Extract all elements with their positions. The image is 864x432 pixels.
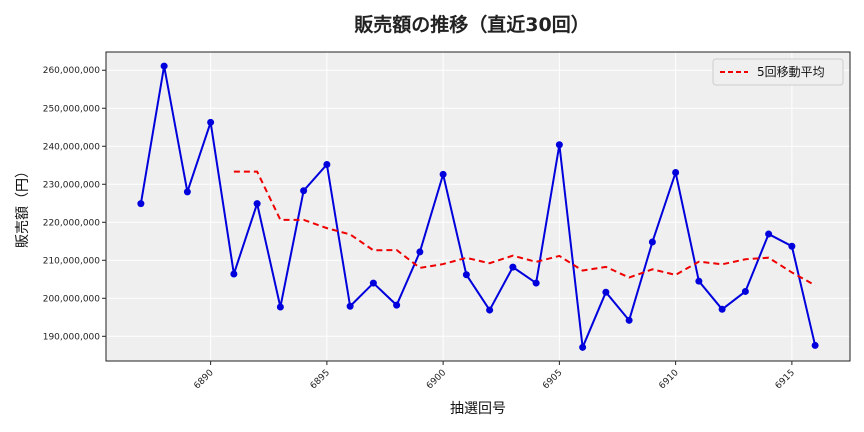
data-point [416,248,424,256]
series-lines [137,62,819,352]
y-tick-label: 230,000,000 [43,180,101,190]
data-point [369,279,377,287]
data-point [625,316,633,324]
y-tick-label: 220,000,000 [43,218,101,228]
data-point [346,302,354,310]
chart-title: 販売額の推移（直近30回） [354,13,589,36]
data-point [602,288,610,296]
x-tick-label: 6915 [774,368,797,391]
legend-label: 5回移動平均 [757,65,825,79]
data-point [811,341,819,349]
y-tick-label: 260,000,000 [43,66,101,76]
y-tick-label: 240,000,000 [43,142,101,152]
data-point [137,200,145,208]
data-point [160,62,168,70]
y-axis-label: 販売額（円） [15,164,31,248]
data-point [323,161,331,169]
data-point [253,200,261,208]
data-point [207,118,215,126]
data-point [509,263,517,271]
data-point [672,168,680,176]
x-axis-ticks: 6890 6895 6900 6905 6910 6915 [192,361,797,391]
moving-average-line [233,170,816,287]
data-point [718,305,726,313]
data-point [648,238,656,246]
plot-frame [105,51,851,362]
data-point [393,301,401,309]
y-tick-label: 210,000,000 [43,256,101,266]
data-point [765,230,773,238]
plot-area [106,52,850,361]
x-tick-label: 6890 [192,368,215,391]
y-tick-label: 190,000,000 [43,332,101,342]
data-point [486,306,494,314]
data-point [555,141,563,149]
y-axis-ticks: 190,000,000 200,000,000 210,000,000 220,000… [43,66,106,342]
x-tick-label: 6895 [309,368,332,391]
data-point [579,343,587,351]
x-tick-label: 6910 [657,368,680,391]
y-tick-label: 200,000,000 [43,294,101,304]
x-axis-label: 抽選回号 [450,401,506,417]
y-tick-label: 250,000,000 [43,104,101,114]
sales-line [139,65,817,352]
data-point [532,279,540,287]
data-point [788,242,796,250]
x-tick-label: 6905 [541,368,564,391]
x-tick-label: 6900 [425,368,448,391]
data-point [300,187,308,195]
legend: 5回移動平均 [712,58,844,86]
data-point [230,270,238,278]
data-point [462,271,470,279]
data-point [695,277,703,285]
data-point [183,188,191,196]
data-point [439,170,447,178]
legend-box [712,58,844,86]
data-point [741,287,749,295]
grid-lines [106,52,850,361]
data-point [276,303,284,311]
